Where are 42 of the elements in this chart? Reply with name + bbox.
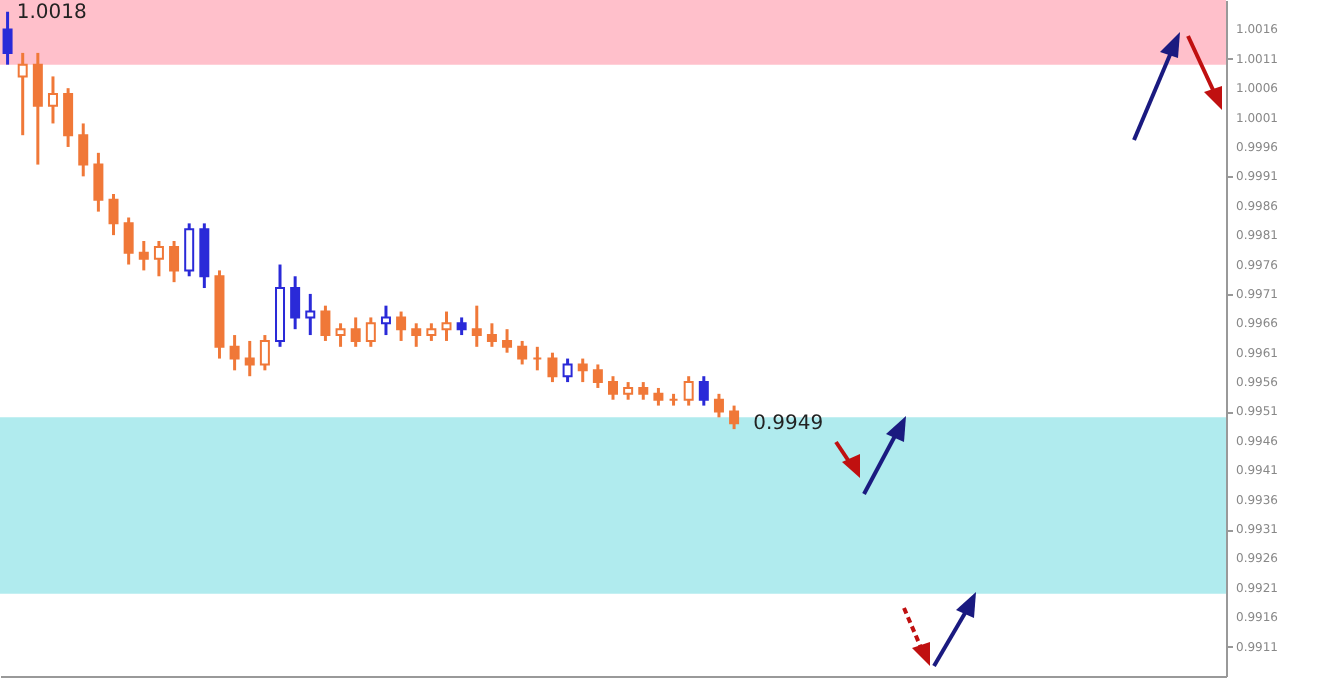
candlestick [47, 74, 58, 125]
candlestick [562, 357, 573, 384]
candlestick [169, 239, 180, 284]
candlestick [2, 10, 13, 67]
candlestick [577, 357, 588, 384]
candlestick [396, 310, 407, 343]
candlestick [698, 374, 709, 408]
candlestick [138, 239, 149, 272]
candlestick [713, 392, 724, 419]
candlestick [199, 221, 210, 290]
candlestick [608, 374, 618, 402]
candlestick [517, 339, 528, 366]
candlestick [365, 315, 376, 349]
candlestick [32, 51, 43, 167]
candlestick [78, 121, 89, 178]
candlestick [123, 216, 134, 267]
candlestick [153, 239, 164, 278]
candlestick [486, 321, 497, 349]
candlestick [411, 321, 422, 349]
candlestick [441, 310, 452, 343]
candlestick [729, 404, 740, 431]
candlestick [547, 351, 558, 384]
annotation: 0.9949 [753, 413, 824, 436]
candlestick [380, 304, 391, 337]
candlestick [17, 51, 28, 137]
candlestick [290, 274, 301, 331]
candlestick [335, 321, 346, 349]
annotation: 1.0018 [16, 2, 87, 24]
candlestick [320, 304, 331, 343]
candlestick [683, 374, 694, 408]
candlestick [502, 327, 513, 355]
candlestick [93, 151, 104, 214]
candlestick [350, 315, 361, 349]
candlestick [471, 304, 482, 349]
candlestick [244, 339, 255, 378]
candlestick [592, 362, 603, 390]
candlestick [305, 292, 316, 337]
candlestick [63, 86, 74, 149]
candlestick [184, 221, 195, 278]
candlestick [259, 333, 270, 372]
candlestick [229, 333, 240, 372]
candlestick [108, 192, 119, 237]
